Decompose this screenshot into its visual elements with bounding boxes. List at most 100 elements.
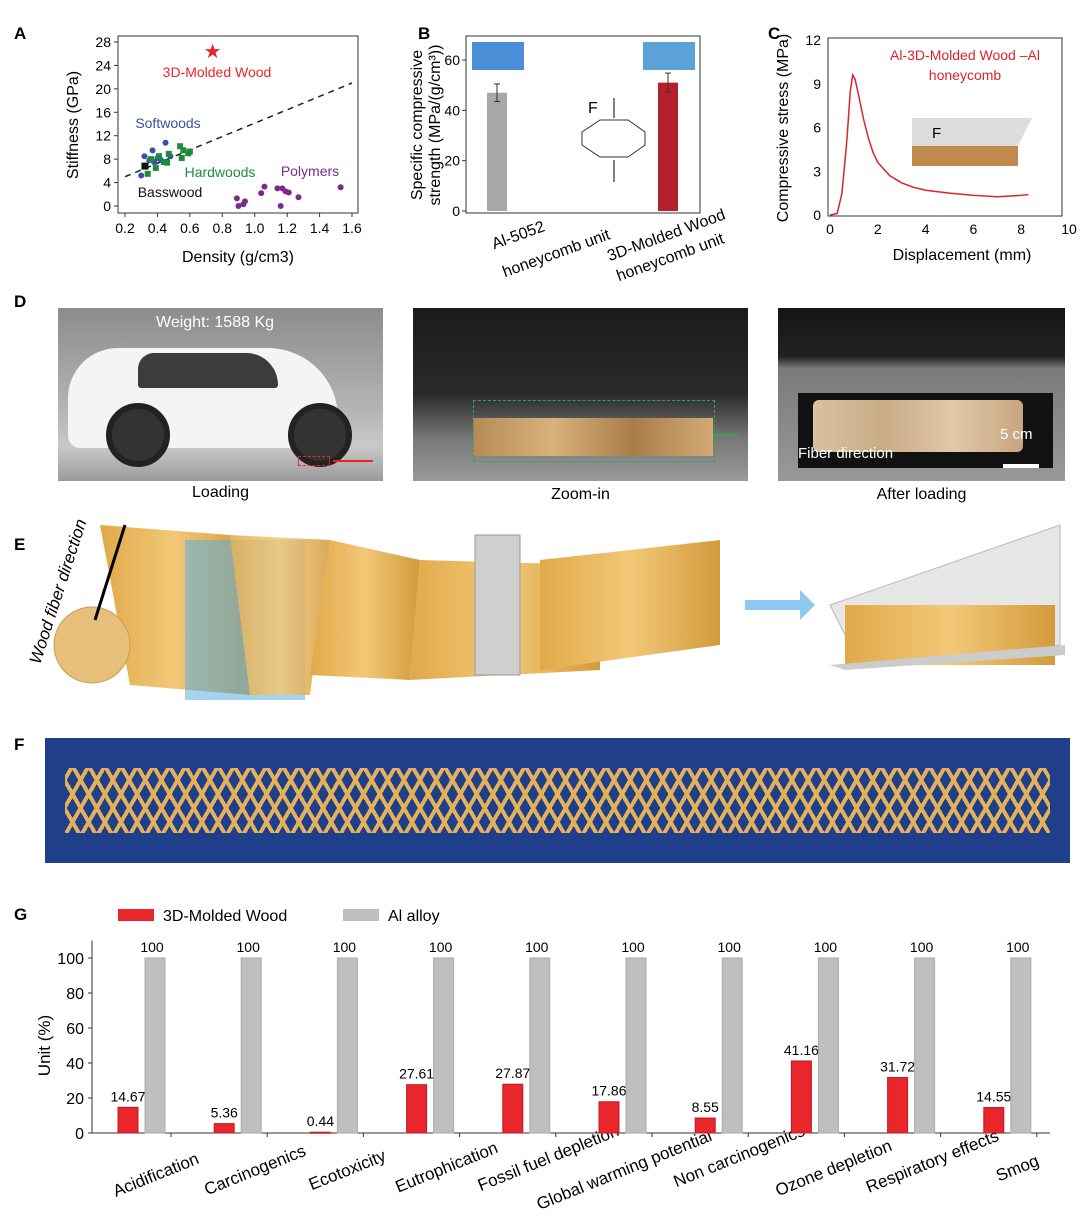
plot-frame [827,37,1063,217]
y-tick-label: 6 [813,120,821,136]
plot-frame [465,35,701,214]
bar [309,1131,331,1134]
y-tick-label: 60 [66,1021,84,1038]
bar [487,92,507,211]
scale-label: 5 cm [1000,426,1033,443]
x-tick-label: 0.4 [148,220,168,236]
series-label: Polymers [281,163,339,179]
y-tick-label: 24 [95,57,111,73]
photo-zoom-in [413,308,748,481]
panel-label-e: E [14,535,26,554]
x-category-label: Al-5052 [490,218,548,253]
bar [790,1060,812,1134]
data-label: 100 [1006,939,1030,955]
y-tick-label: 100 [57,951,84,968]
series-label: Hardwoods [185,164,256,180]
x-tick-label: 1.6 [342,220,362,236]
x-category-label: Acidification [110,1149,201,1201]
bar [144,957,166,1134]
y-tick-label: 60 [444,52,460,68]
x-category-label: Smog [993,1151,1041,1185]
data-label: 100 [333,939,357,955]
data-point [233,195,240,202]
bar [406,1084,428,1134]
caption-after-loading: After loading [876,486,967,503]
y-axis-label: Compressive stress (MPa) [775,34,792,222]
y-axis-label: Unit (%) [35,1015,54,1076]
bar [529,957,551,1134]
data-label: 41.16 [784,1042,819,1058]
y-tick-label: 0 [103,198,111,214]
data-point [147,156,154,163]
bar [694,1117,716,1134]
data-point [258,190,265,197]
x-tick-label: 8 [1017,221,1025,237]
x-tick-label: 4 [922,221,930,237]
force-label: F [932,125,941,142]
plot-frame [117,35,359,214]
legend-label: Al alloy [388,908,440,925]
data-label: 0.44 [307,1113,334,1129]
data-label: 31.72 [880,1058,915,1074]
data-point [235,203,242,209]
fiber-direction-label: Fiber direction [798,445,894,462]
x-tick-label: 1.4 [310,220,330,236]
legend-swatch [343,909,379,921]
data-label: 100 [718,939,742,955]
bar [658,82,678,212]
honeycomb-core [912,146,1018,166]
force-label: F [588,100,598,117]
y-tick-label: 20 [95,81,111,97]
y-tick-label: 20 [444,153,460,169]
bar [502,1083,524,1134]
bar [914,957,936,1134]
y-tick-label: 12 [95,128,111,144]
data-label: 100 [814,939,838,955]
y-tick-label: 40 [444,102,460,118]
y-tick-label: 3 [813,163,821,179]
series-label: honeycomb [929,67,1002,83]
panel-label-a: A [14,24,27,43]
photo-after-loading: Fiber direction 5 cm [778,308,1065,481]
bar [433,957,455,1134]
weight-label: Weight: 1588 Kg [156,314,275,331]
y-tick-label: 0 [452,203,460,219]
data-point [178,154,185,161]
molding-process-illustration: Wood fiber direction [26,517,1065,700]
data-point [261,183,268,190]
data-point [285,189,292,196]
y-axis-label-line2: strength (MPa/(g/cm³)) [427,45,444,206]
x-tick-label: 0.6 [180,220,200,236]
data-point [152,164,159,171]
data-point [162,139,169,146]
sandwich-diagram [912,118,1032,146]
bar [117,1106,139,1134]
photo-loading: Weight: 1588 Kg [58,308,383,481]
x-category-label: Ecotoxicity [306,1146,389,1194]
series-label: 3D-Molded Wood [163,64,272,80]
x-axis-label: Displacement (mm) [893,247,1032,264]
x-tick-label: 0.8 [213,220,233,236]
y-axis-label-line1: Specific compressive [409,50,426,200]
x-tick-label: 1.2 [277,220,297,236]
data-label: 17.86 [591,1083,626,1099]
data-point [156,153,163,160]
data-point [186,148,193,155]
data-label: 8.55 [692,1099,719,1115]
caption-loading: Loading [192,484,249,501]
y-tick-label: 28 [95,34,111,50]
x-tick-label: 0 [826,221,834,237]
y-tick-label: 4 [103,175,111,191]
y-axis-label: Stiffness (GPa) [65,71,82,179]
data-label: 100 [429,939,453,955]
bar [817,957,839,1134]
x-tick-label: 2 [874,221,882,237]
x-tick-label: 0.2 [115,220,135,236]
chart-c-line: 0 2 4 6 8 10 0 3 6 9 12 Displacement (mm) Compressiv… [775,32,1077,264]
data-point [144,170,151,177]
bar [598,1101,620,1134]
data-label: 100 [525,939,549,955]
y-tick-label: 20 [66,1091,84,1108]
bar [240,957,262,1134]
y-tick-label: 9 [813,76,821,92]
